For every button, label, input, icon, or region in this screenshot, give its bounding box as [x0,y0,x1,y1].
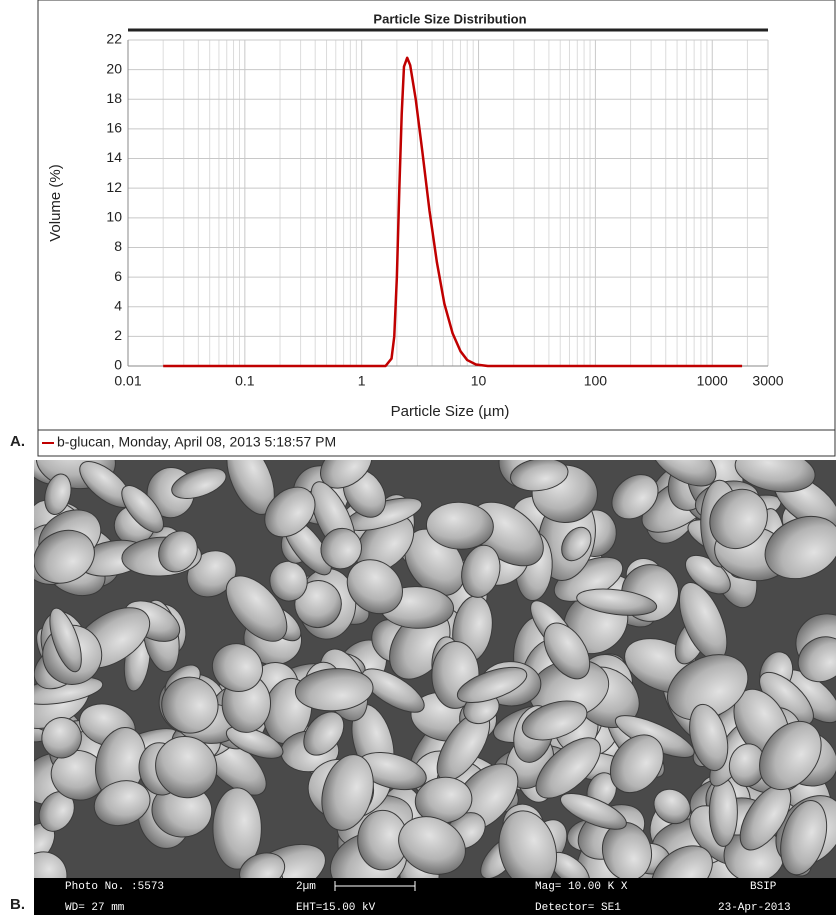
x-tick-label: 3000 [752,373,783,389]
y-tick-label: 8 [114,238,122,254]
sem-image [0,424,836,915]
sem-footer-text: 2µm [296,881,316,893]
particle [709,778,737,846]
sem-footer-text: Mag= 10.00 K X [535,881,628,893]
panel-label: A. [10,433,25,450]
y-tick-label: 6 [114,268,122,284]
y-tick-label: 14 [106,149,122,165]
sem-footer-text: 23-Apr-2013 [718,902,791,914]
x-tick-label: 10 [471,373,487,389]
sem-footer-text: EHT=15.00 kV [296,902,376,914]
legend-label: b-glucan, Monday, April 08, 2013 5:18:57… [57,434,336,450]
y-tick-label: 20 [106,60,122,76]
chart-title: Particle Size Distribution [373,11,526,26]
figure: Particle Size Distribution Volume (%) Pa… [0,0,836,915]
y-tick-label: 4 [114,297,122,313]
x-tick-label: 1 [358,373,366,389]
sem-footer-text: BSIP [750,881,777,893]
y-tick-label: 2 [114,327,122,343]
y-tick-label: 16 [106,120,122,136]
x-tick-label: 0.01 [114,373,141,389]
y-tick-label: 22 [106,31,122,47]
y-tick-label: 0 [114,357,122,373]
sem-footer-text: WD= 27 mm [65,902,125,914]
sem-footer-text: Detector= SE1 [535,902,621,914]
x-axis-label: Particle Size (µm) [391,403,510,420]
y-axis-label: Volume (%) [47,164,64,242]
y-tick-label: 18 [106,90,122,106]
x-tick-label: 1000 [697,373,728,389]
sem-footer-text: Photo No. :5573 [65,881,164,893]
x-tick-label: 100 [584,373,608,389]
y-tick-label: 10 [106,209,122,225]
panel-label: B. [10,896,25,913]
x-tick-label: 0.1 [235,373,255,389]
y-tick-label: 12 [106,179,122,195]
